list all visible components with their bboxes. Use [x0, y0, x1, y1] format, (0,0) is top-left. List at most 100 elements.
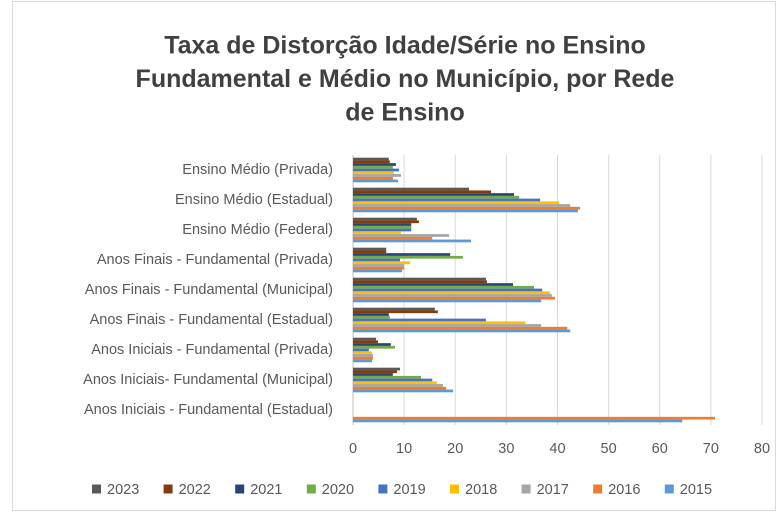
bar [353, 258, 401, 262]
bar [353, 326, 568, 330]
bar [353, 190, 492, 194]
category-label: Ensino Médio (Federal) [182, 222, 333, 238]
bar [353, 239, 472, 243]
bar [353, 168, 400, 172]
bar [353, 187, 470, 191]
bar [353, 264, 405, 267]
chart-title: Fundamental e Médio no Município, por Re… [136, 65, 675, 93]
bar [353, 261, 411, 265]
legend-swatch [450, 484, 459, 494]
category-label: Anos Finais - Fundamental (Privada) [97, 252, 333, 268]
legend-swatch [593, 484, 603, 494]
bar [353, 356, 373, 360]
bar [353, 209, 578, 213]
category-label: Anos Finais - Fundamental (Estadual) [90, 312, 333, 328]
bar [353, 198, 541, 202]
bar [353, 296, 555, 300]
bar [353, 337, 377, 341]
bar [353, 250, 387, 254]
bar [353, 176, 393, 180]
bar [353, 195, 520, 199]
bar [353, 291, 550, 295]
bar [353, 236, 433, 240]
bar [353, 354, 373, 357]
bar [353, 247, 387, 251]
bar [353, 351, 372, 355]
bar [353, 378, 433, 382]
category-label: Ensino Médio (Privada) [182, 162, 333, 178]
legend-swatch [378, 484, 388, 494]
bar [353, 324, 542, 327]
legend-swatch [163, 484, 173, 494]
bar [353, 386, 447, 390]
legend-swatch [664, 484, 674, 494]
bar [353, 389, 454, 393]
bar [353, 201, 560, 205]
bar [353, 204, 571, 207]
bar [353, 193, 515, 196]
bar [353, 367, 401, 371]
bar [353, 315, 390, 319]
x-tick-label: 40 [549, 441, 565, 457]
bar [353, 255, 463, 259]
legend-label: 2015 [680, 482, 712, 498]
legend-label: 2018 [465, 482, 497, 498]
bar [353, 294, 552, 297]
bar [353, 266, 405, 270]
bar [353, 381, 437, 385]
category-label: Anos Iniciais- Fundamental (Municipal) [83, 372, 333, 388]
legend-label: 2016 [608, 482, 640, 498]
x-tick-label: 0 [349, 441, 357, 457]
bar [353, 370, 397, 374]
bar [353, 375, 421, 379]
bar [353, 329, 571, 333]
bar [353, 269, 403, 273]
legend-swatch [235, 484, 245, 494]
bar [353, 416, 715, 420]
bar [353, 231, 402, 235]
bar [353, 345, 395, 349]
bar [353, 225, 412, 229]
legend-label: 2023 [107, 482, 139, 498]
x-tick-label: 80 [754, 441, 770, 457]
bar [353, 228, 412, 232]
bar [353, 234, 450, 237]
bar [353, 206, 580, 210]
category-label: Anos Iniciais - Fundamental (Estadual) [84, 402, 333, 418]
legend-label: 2019 [393, 482, 425, 498]
bar [353, 163, 396, 166]
bar [353, 307, 435, 311]
bar [353, 171, 394, 175]
legend-label: 2017 [537, 482, 569, 498]
bar [353, 179, 398, 183]
bar [353, 321, 526, 325]
legend-swatch [306, 484, 316, 494]
bar [353, 359, 372, 363]
bar [353, 220, 419, 224]
bar [353, 160, 390, 164]
bar [353, 313, 389, 316]
bar [353, 419, 683, 423]
legend-swatch [92, 484, 101, 494]
legend-label: 2020 [322, 482, 354, 498]
bar [353, 384, 443, 387]
category-label: Ensino Médio (Estadual) [175, 192, 333, 208]
bar [353, 253, 451, 256]
bar [353, 348, 369, 352]
bar [353, 174, 402, 177]
x-tick-label: 70 [703, 441, 719, 457]
chart-title: de Ensino [345, 99, 464, 127]
legend-label: 2021 [250, 482, 282, 498]
category-label: Anos Iniciais - Fundamental (Privada) [91, 342, 333, 358]
bar [353, 217, 417, 221]
x-tick-label: 20 [447, 441, 463, 457]
bar [353, 223, 412, 226]
x-tick-label: 60 [652, 441, 668, 457]
bar [353, 340, 379, 344]
legend-label: 2022 [179, 482, 211, 498]
bar [353, 288, 543, 292]
bar [353, 299, 542, 303]
bar [353, 165, 393, 169]
bar [353, 283, 514, 286]
